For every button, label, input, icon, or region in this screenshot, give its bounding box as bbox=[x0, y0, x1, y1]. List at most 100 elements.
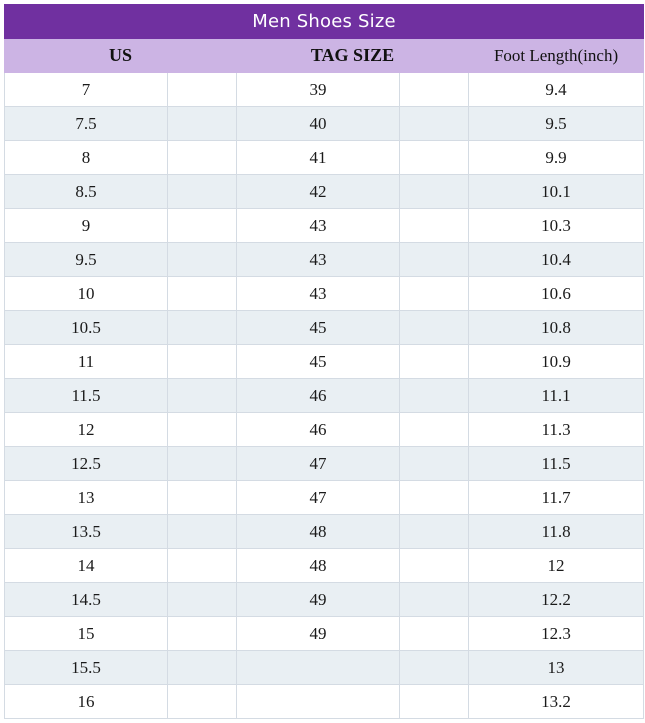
table-row: 8.5 42 10.1 bbox=[4, 174, 645, 209]
table-row: 12.5 47 11.5 bbox=[4, 446, 645, 481]
empty-cell bbox=[399, 684, 469, 719]
empty-cell bbox=[399, 446, 469, 481]
header-row: US TAG SIZE Foot Length(inch) bbox=[4, 38, 645, 73]
tag-size-cell: 45 bbox=[236, 310, 400, 345]
foot-length-cell: 9.9 bbox=[467, 140, 645, 175]
us-size-cell: 14.5 bbox=[4, 582, 168, 617]
empty-cell bbox=[167, 446, 237, 481]
tag-size-cell: 46 bbox=[236, 378, 400, 413]
empty-cell bbox=[167, 242, 237, 277]
us-size-cell: 10.5 bbox=[4, 310, 168, 345]
foot-length-cell: 10.1 bbox=[467, 174, 645, 209]
foot-length-cell: 11.8 bbox=[467, 514, 645, 549]
us-size-cell: 13 bbox=[4, 480, 168, 515]
empty-cell bbox=[399, 310, 469, 345]
us-size-cell: 8 bbox=[4, 140, 168, 175]
empty-cell bbox=[399, 344, 469, 379]
tag-size-cell: 40 bbox=[236, 106, 400, 141]
table-row: 10 43 10.6 bbox=[4, 276, 645, 311]
tag-size-cell: 47 bbox=[236, 480, 400, 515]
table-row: 7.5 40 9.5 bbox=[4, 106, 645, 141]
table-row: 14.5 49 12.2 bbox=[4, 582, 645, 617]
us-size-cell: 12.5 bbox=[4, 446, 168, 481]
empty-cell bbox=[399, 242, 469, 277]
empty-cell bbox=[399, 174, 469, 209]
tag-size-cell: 43 bbox=[236, 208, 400, 243]
table-row: 14 48 12 bbox=[4, 548, 645, 583]
foot-length-cell: 11.5 bbox=[467, 446, 645, 481]
tag-size-cell: 46 bbox=[236, 412, 400, 447]
us-size-cell: 15 bbox=[4, 616, 168, 651]
foot-length-cell: 12 bbox=[467, 548, 645, 583]
empty-cell bbox=[167, 378, 237, 413]
table-row: 15.5 13 bbox=[4, 650, 645, 685]
tag-size-cell: 43 bbox=[236, 242, 400, 277]
foot-length-cell: 10.9 bbox=[467, 344, 645, 379]
empty-cell bbox=[399, 276, 469, 311]
tag-size-cell: 48 bbox=[236, 514, 400, 549]
empty-cell bbox=[167, 650, 237, 685]
empty-cell bbox=[167, 140, 237, 175]
empty-cell bbox=[399, 140, 469, 175]
empty-cell bbox=[167, 276, 237, 311]
us-size-cell: 9 bbox=[4, 208, 168, 243]
foot-length-cell: 12.3 bbox=[467, 616, 645, 651]
tag-size-cell: 49 bbox=[236, 616, 400, 651]
table-row: 11 45 10.9 bbox=[4, 344, 645, 379]
tag-size-cell: 48 bbox=[236, 548, 400, 583]
tag-size-cell: 45 bbox=[236, 344, 400, 379]
empty-cell bbox=[167, 106, 237, 141]
title-row: Men Shoes Size bbox=[3, 4, 645, 39]
foot-length-cell: 10.6 bbox=[467, 276, 645, 311]
us-size-cell: 14 bbox=[4, 548, 168, 583]
empty-cell bbox=[167, 72, 237, 107]
foot-length-cell: 11.3 bbox=[467, 412, 645, 447]
empty-cell bbox=[167, 548, 237, 583]
empty-cell bbox=[399, 514, 469, 549]
us-header: US bbox=[4, 38, 237, 73]
table-row: 9 43 10.3 bbox=[4, 208, 645, 243]
empty-cell bbox=[167, 616, 237, 651]
table-body: 7 39 9.4 7.5 40 9.5 8 41 9.9 8.5 42 10.1 9 43 10.3 9.5 4… bbox=[4, 72, 645, 719]
empty-cell bbox=[167, 174, 237, 209]
empty-cell bbox=[167, 412, 237, 447]
foot-length-cell: 13 bbox=[467, 650, 645, 685]
table-row: 8 41 9.9 bbox=[4, 140, 645, 175]
us-size-cell: 11 bbox=[4, 344, 168, 379]
empty-cell bbox=[399, 650, 469, 685]
empty-cell bbox=[167, 514, 237, 549]
us-size-cell: 9.5 bbox=[4, 242, 168, 277]
table-row: 10.5 45 10.8 bbox=[4, 310, 645, 345]
empty-cell bbox=[399, 412, 469, 447]
us-size-cell: 8.5 bbox=[4, 174, 168, 209]
us-size-cell: 16 bbox=[4, 684, 168, 719]
foot-length-cell: 10.3 bbox=[467, 208, 645, 243]
us-size-cell: 11.5 bbox=[4, 378, 168, 413]
us-size-cell: 7 bbox=[4, 72, 168, 107]
empty-cell bbox=[399, 548, 469, 583]
tag-size-cell bbox=[236, 650, 400, 685]
foot-length-cell: 10.8 bbox=[467, 310, 645, 345]
empty-cell bbox=[399, 480, 469, 515]
us-size-cell: 7.5 bbox=[4, 106, 168, 141]
empty-cell bbox=[167, 480, 237, 515]
table-row: 16 13.2 bbox=[4, 684, 645, 719]
foot-length-header: Foot Length(inch) bbox=[467, 38, 645, 73]
us-size-cell: 13.5 bbox=[4, 514, 168, 549]
tag-size-cell: 43 bbox=[236, 276, 400, 311]
empty-cell bbox=[167, 310, 237, 345]
us-size-cell: 10 bbox=[4, 276, 168, 311]
table-row: 12 46 11.3 bbox=[4, 412, 645, 447]
tag-size-cell: 39 bbox=[236, 72, 400, 107]
empty-cell bbox=[399, 208, 469, 243]
empty-cell bbox=[399, 106, 469, 141]
empty-cell bbox=[399, 72, 469, 107]
tag-size-cell: 47 bbox=[236, 446, 400, 481]
foot-length-cell: 9.5 bbox=[467, 106, 645, 141]
us-size-cell: 15.5 bbox=[4, 650, 168, 685]
us-size-cell: 12 bbox=[4, 412, 168, 447]
tag-size-cell: 49 bbox=[236, 582, 400, 617]
empty-cell bbox=[399, 582, 469, 617]
size-chart-table: Men Shoes Size US TAG SIZE Foot Length(i… bbox=[3, 4, 645, 719]
table-row: 15 49 12.3 bbox=[4, 616, 645, 651]
